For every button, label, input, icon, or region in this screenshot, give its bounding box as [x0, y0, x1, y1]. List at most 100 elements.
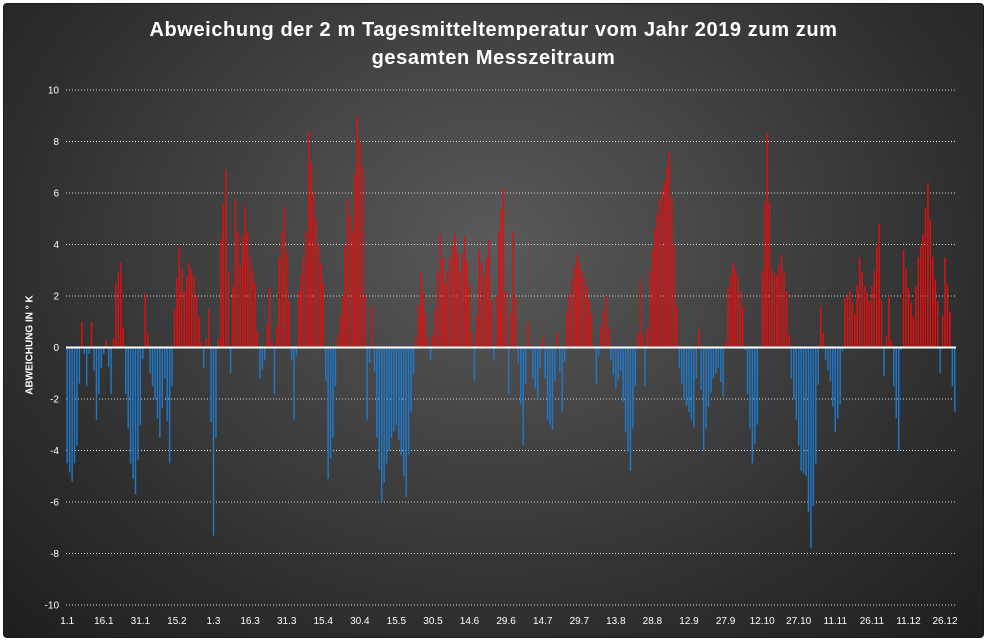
y-tick-labels: 10 8 6 4 2 0 -2 -4 -6 -8 -10 [45, 86, 60, 612]
bar [449, 257, 451, 348]
bar [644, 347, 646, 387]
bar [432, 334, 434, 348]
bar [273, 347, 276, 394]
bar [532, 347, 534, 379]
bar [902, 249, 905, 348]
bar [105, 339, 107, 348]
x-tick-label: 15.2 [167, 616, 187, 627]
bar [534, 347, 537, 389]
x-tick-label: 31.3 [277, 616, 297, 627]
bar [505, 290, 507, 348]
bar [517, 347, 520, 363]
bar [285, 253, 288, 348]
bar [788, 334, 790, 348]
bar [307, 131, 310, 348]
y-tick-label: -8 [50, 549, 59, 560]
bar [303, 257, 305, 348]
bar [342, 296, 344, 348]
bar [73, 347, 76, 464]
bar [885, 335, 888, 348]
bar [841, 347, 844, 352]
bar [420, 272, 422, 348]
y-tick-label: -4 [50, 446, 59, 457]
bar [385, 347, 388, 464]
bar [412, 347, 415, 375]
bar [293, 347, 295, 420]
bar [359, 141, 361, 348]
bar [178, 247, 181, 348]
bar [337, 334, 339, 348]
bar [324, 347, 327, 381]
bar [395, 347, 398, 425]
bar [137, 347, 139, 460]
bar [244, 205, 246, 348]
bar [585, 285, 588, 348]
x-tick-label: 26.12 [932, 616, 957, 627]
x-tick-labels: 1.1 16.1 31.1 15.2 1.3 16.3 31.3 15.4 30.4 15.5 30… [60, 616, 958, 627]
bar [107, 347, 110, 367]
bar [259, 347, 261, 379]
bar [573, 266, 576, 348]
bar [766, 133, 768, 348]
x-tick-label: 14.7 [533, 616, 553, 627]
bar [100, 347, 103, 369]
bar [334, 347, 337, 387]
bar [315, 218, 317, 348]
bar [763, 202, 766, 348]
bar [200, 342, 203, 348]
bar [800, 347, 802, 472]
bar [85, 347, 88, 387]
bar [685, 347, 688, 406]
bar [410, 347, 412, 412]
bar [768, 202, 771, 348]
bar [605, 296, 607, 348]
bar [195, 296, 198, 348]
bar [210, 347, 212, 423]
bar [890, 341, 893, 348]
bar [837, 347, 839, 419]
bar [754, 347, 756, 445]
y-tick-label: -6 [50, 498, 59, 509]
bar [495, 296, 498, 348]
bar [654, 229, 656, 348]
bar [810, 347, 812, 549]
bar [827, 347, 829, 371]
bar [861, 271, 863, 348]
bar [346, 198, 349, 348]
bar [144, 293, 146, 348]
bar [227, 271, 229, 348]
bar [576, 254, 578, 348]
x-tick-label: 16.1 [94, 616, 114, 627]
bar [237, 231, 239, 348]
bar [117, 272, 120, 348]
bar [220, 239, 222, 348]
bar [415, 337, 417, 348]
bar [490, 299, 493, 348]
x-tick-label: 1.3 [207, 616, 221, 627]
bar [249, 257, 251, 348]
bar [493, 347, 495, 361]
bar [278, 257, 281, 348]
bar [181, 268, 183, 348]
bar [854, 314, 856, 348]
bar [844, 298, 846, 348]
bar [207, 308, 210, 348]
bar [588, 299, 590, 348]
bar [563, 347, 566, 362]
bar [466, 261, 468, 348]
bar [607, 328, 610, 348]
bar [168, 347, 171, 464]
bar [103, 347, 105, 354]
bar [671, 198, 673, 348]
bar [851, 302, 854, 348]
bar [707, 347, 710, 407]
bar [473, 347, 476, 381]
bar [115, 283, 117, 348]
bar [110, 347, 112, 394]
bar [139, 347, 142, 425]
bar [156, 347, 159, 419]
bar [263, 347, 266, 361]
bar [812, 347, 815, 506]
bar [900, 347, 902, 351]
